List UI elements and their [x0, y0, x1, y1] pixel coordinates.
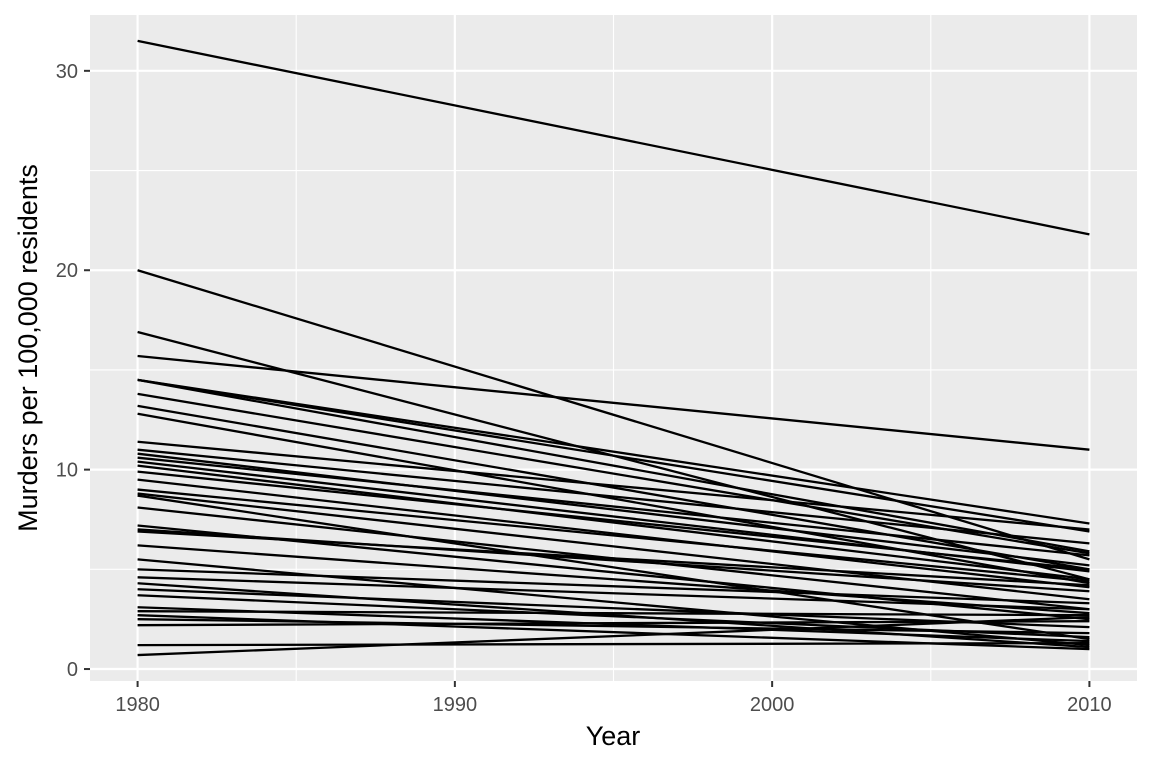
series-line-6: [137, 378, 1090, 533]
y-tick-label: 20: [56, 260, 78, 282]
minor-gridlines: [90, 15, 1137, 681]
y-axis: 0 10 20 30: [56, 61, 90, 681]
series-line-11: [137, 440, 1090, 531]
x-tick-label: 2000: [750, 694, 795, 716]
x-tick-label: 1990: [433, 694, 478, 716]
x-tick-label: 2010: [1067, 694, 1112, 716]
y-tick-label: 0: [67, 659, 78, 681]
series-line-13: [137, 452, 1090, 567]
series-line-29: [137, 576, 1090, 611]
x-axis-title: Year: [586, 721, 641, 751]
series-line-28: [137, 568, 1090, 605]
data-lines: [137, 39, 1090, 657]
series-line-14: [137, 456, 1090, 557]
series-line-10: [137, 412, 1090, 585]
series-line-16: [137, 464, 1090, 581]
x-tick-label: 1980: [115, 694, 160, 716]
series-line-7: [137, 378, 1090, 553]
major-gridlines: [90, 15, 1137, 681]
series-line-26: [137, 544, 1090, 615]
series-line-4: [137, 354, 1090, 451]
y-tick-label: 10: [56, 460, 78, 482]
y-axis-title: Murders per 100,000 residents: [13, 164, 43, 532]
series-line-39: [137, 616, 1090, 657]
series-line-1: [137, 39, 1090, 236]
series-line-37: [137, 620, 1090, 627]
series-line-18: [137, 478, 1090, 589]
series-line-25: [137, 530, 1090, 587]
series-line-5: [137, 378, 1090, 525]
x-axis: 1980 1990 2000 2010: [115, 681, 1112, 716]
series-line-17: [137, 470, 1090, 571]
series-line-12: [137, 448, 1090, 545]
series-line-34: [137, 610, 1090, 617]
series-line-9: [137, 404, 1090, 571]
series-line-36: [137, 618, 1090, 635]
y-tick-label: 30: [56, 61, 78, 83]
series-line-38: [137, 641, 1090, 647]
series-line-19: [137, 488, 1090, 583]
series-line-2: [137, 269, 1090, 561]
